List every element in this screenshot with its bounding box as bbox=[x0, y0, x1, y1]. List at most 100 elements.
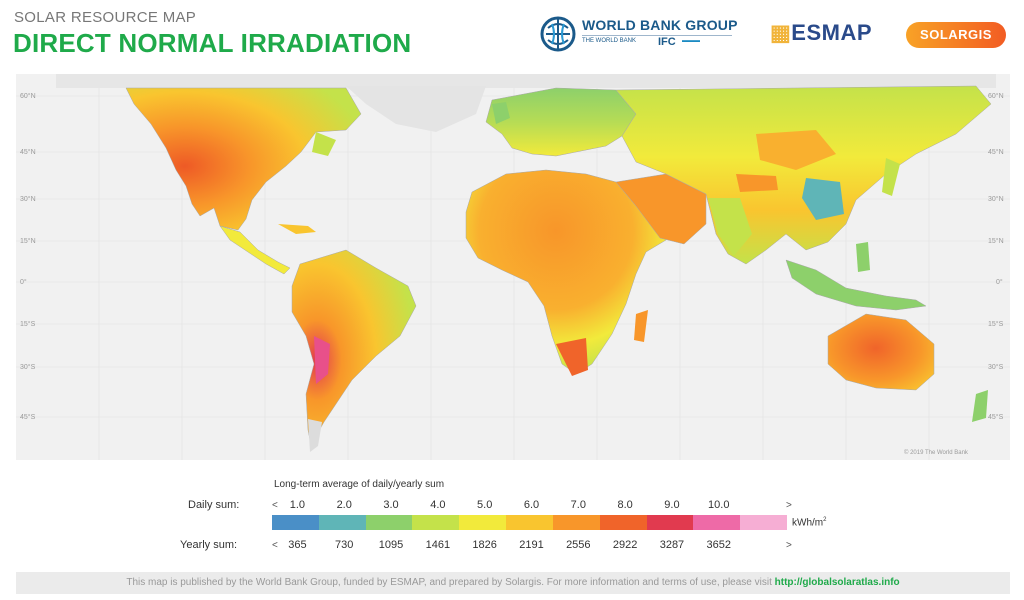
yearly-tick-label: 2191 bbox=[519, 539, 544, 551]
header: SOLAR RESOURCE MAP DIRECT NORMAL IRRADIA… bbox=[0, 0, 1024, 64]
patagonia bbox=[308, 419, 322, 452]
unit-label: kWh/m2 bbox=[792, 517, 826, 528]
daily-tick-label: 8.0 bbox=[617, 499, 633, 511]
daily-tick-label: 6.0 bbox=[523, 499, 540, 511]
indonesia bbox=[785, 259, 927, 311]
daily-tick-label: 7.0 bbox=[570, 499, 586, 511]
map-canvas: 60°N 45°N 30°N 15°N 0° 15°S 30°S 45°S 60… bbox=[16, 74, 1010, 460]
yearly-tick-label: 1826 bbox=[472, 539, 497, 551]
daily-left-arrow: < bbox=[272, 500, 278, 511]
colorbar-segment bbox=[552, 515, 601, 530]
latitude-labels-right: 60°N 45°N 30°N 15°N 0° 15°S 30°S 45°S bbox=[988, 92, 1004, 421]
yearly-tick-label: 1095 bbox=[378, 539, 404, 551]
lat-label-left: 30°N bbox=[20, 195, 36, 203]
world-bank-subname: THE WORLD BANK bbox=[582, 38, 637, 44]
daily-tick-label: 4.0 bbox=[430, 499, 446, 511]
yearly-left-arrow: < bbox=[272, 540, 278, 551]
lat-label-right: 45°S bbox=[988, 413, 1004, 421]
latitude-labels-left: 60°N 45°N 30°N 15°N 0° 15°S 30°S 45°S bbox=[20, 92, 36, 421]
madagascar bbox=[634, 310, 648, 342]
world-dni-map: 60°N 45°N 30°N 15°N 0° 15°S 30°S 45°S 60… bbox=[16, 74, 1010, 460]
lat-label-left: 30°S bbox=[20, 363, 36, 371]
yearly-tick-label: 1461 bbox=[425, 539, 451, 551]
central-america bbox=[219, 225, 291, 275]
yearly-tick-label: 3287 bbox=[659, 539, 685, 551]
lat-label-right: 0° bbox=[996, 278, 1003, 286]
map-copyright: © 2019 The World Bank bbox=[904, 449, 969, 456]
map-supertitle: SOLAR RESOURCE MAP bbox=[14, 9, 197, 26]
caribbean-islands bbox=[278, 224, 316, 234]
legend-title: Long-term average of daily/yearly sum bbox=[274, 479, 445, 490]
greenland bbox=[346, 86, 486, 132]
mongolia-plateau bbox=[756, 130, 836, 170]
yearly-tick-label: 365 bbox=[288, 539, 307, 551]
yearly-tick-label: 730 bbox=[335, 539, 354, 551]
colorbar-segment bbox=[365, 515, 413, 530]
lat-label-left: 0° bbox=[20, 278, 27, 286]
world-bank-name: WORLD BANK GROUP bbox=[582, 17, 738, 33]
daily-tick-label: 2.0 bbox=[336, 499, 352, 511]
southern-africa-high-dni bbox=[556, 338, 588, 376]
philippines bbox=[856, 242, 870, 272]
yearly-tick-label: 3652 bbox=[706, 539, 731, 551]
tibet-plateau bbox=[736, 174, 778, 192]
esmap-logo-text: ESMAP bbox=[791, 20, 873, 45]
unit-superscript: 2 bbox=[823, 517, 827, 523]
yearly-tick-label: 2556 bbox=[566, 539, 591, 551]
esmap-mark-icon: ▦ bbox=[770, 20, 792, 45]
footer-link[interactable]: http://globalsolaratlas.info bbox=[774, 577, 900, 588]
colorbar-segment bbox=[599, 515, 648, 530]
daily-tick-label: 1.0 bbox=[289, 499, 306, 511]
japan bbox=[882, 158, 900, 196]
africa bbox=[465, 169, 667, 375]
lat-label-right: 15°N bbox=[988, 237, 1004, 245]
daily-tick-label: 5.0 bbox=[477, 499, 493, 511]
solargis-logo: SOLARGIS bbox=[906, 22, 1006, 48]
colorbar-segment bbox=[693, 515, 741, 530]
daily-sum-label: Daily sum: bbox=[188, 499, 240, 511]
logo-divider bbox=[582, 35, 732, 36]
south-america bbox=[291, 249, 417, 451]
north-america bbox=[125, 87, 362, 231]
british-isles bbox=[492, 102, 510, 124]
colorbar-segment bbox=[318, 515, 367, 530]
lat-label-left: 15°N bbox=[20, 237, 36, 245]
india bbox=[708, 198, 752, 256]
lat-label-left: 60°N bbox=[20, 92, 36, 100]
esmap-logo: ▦ESMAP bbox=[770, 20, 872, 46]
lat-label-left: 45°S bbox=[20, 413, 36, 421]
colorbar-segment bbox=[412, 515, 460, 530]
lat-label-left: 15°S bbox=[20, 320, 36, 328]
colorbar-segment bbox=[506, 515, 554, 530]
daily-tick-label: 10.0 bbox=[708, 499, 730, 511]
footer: This map is published by the World Bank … bbox=[16, 572, 1010, 594]
daily-tick-label: 9.0 bbox=[664, 499, 680, 511]
lat-label-right: 30°N bbox=[988, 195, 1004, 203]
lat-label-left: 45°N bbox=[20, 148, 36, 156]
yearly-right-arrow: > bbox=[786, 540, 792, 551]
ifc-logo-text: IFC bbox=[658, 36, 676, 48]
lat-label-right: 30°S bbox=[988, 363, 1004, 371]
atacama-high-dni bbox=[314, 336, 330, 384]
asia bbox=[615, 85, 992, 265]
sichuan-basin bbox=[802, 178, 844, 220]
yearly-sum-label: Yearly sum: bbox=[180, 539, 238, 551]
daily-tick-label: 3.0 bbox=[383, 499, 399, 511]
ifc-sub-mark: ▬▬▬ bbox=[682, 38, 700, 44]
unit-text: kWh/m bbox=[792, 517, 824, 529]
colorbar-segment bbox=[740, 515, 788, 530]
colorbar bbox=[272, 515, 788, 530]
map-title: DIRECT NORMAL IRRADIATION bbox=[13, 28, 412, 58]
lat-label-right: 60°N bbox=[988, 92, 1004, 100]
new-zealand bbox=[972, 390, 988, 422]
legend: Long-term average of daily/yearly sum Da… bbox=[0, 470, 1024, 570]
colorbar-segment bbox=[272, 515, 320, 530]
lat-label-right: 15°S bbox=[988, 320, 1004, 328]
yearly-tick-label: 2922 bbox=[612, 539, 638, 551]
world-bank-logo: WORLD BANK GROUP THE WORLD BANK IFC ▬▬▬ bbox=[540, 14, 740, 58]
australia bbox=[827, 313, 935, 391]
world-bank-globe-icon bbox=[540, 16, 576, 52]
arctic-ice bbox=[56, 74, 996, 88]
colorbar-segment bbox=[646, 515, 694, 530]
colorbar-segment bbox=[459, 515, 507, 530]
